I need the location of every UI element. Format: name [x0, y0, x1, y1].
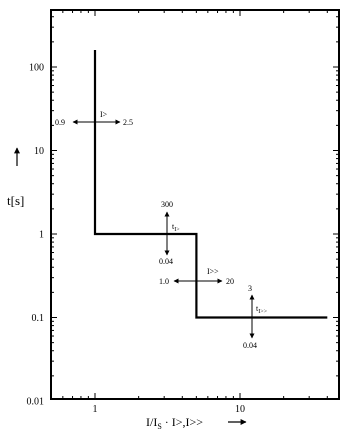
t-low-max: 300	[161, 200, 173, 209]
x-axis-ticks	[50, 10, 328, 399]
i-high-max: 20	[226, 277, 234, 286]
y-tick-label: 100	[29, 63, 44, 74]
y-tick-label: 0.1	[32, 313, 45, 324]
i-low-setting: 0.9 2.5 I>	[55, 110, 133, 127]
i-high-name: I>>	[207, 267, 219, 276]
y-tick-label: 10	[34, 146, 44, 157]
series-line	[93, 50, 328, 319]
x-axis-label: I/IS · I>,I>>	[146, 415, 203, 430]
t-high-setting: 3 0.04 tI>>	[243, 284, 268, 350]
y-axis-label: t[s]	[7, 193, 24, 208]
t-high-max: 3	[248, 284, 252, 293]
t-high-name: tI>>	[256, 304, 268, 315]
y-tick-label: 1	[39, 230, 44, 241]
i-high-setting: 1.0 20 I>>	[159, 267, 234, 286]
y-tick-label: 0.01	[27, 397, 45, 408]
i-low-max: 2.5	[123, 118, 133, 127]
i-low-name: I>	[100, 110, 108, 119]
x-tick-label: 10	[235, 404, 245, 415]
t-low-setting: 300 0.04 tI>	[159, 200, 180, 266]
plot-frame	[50, 9, 340, 400]
t-low-name: tI>	[172, 222, 180, 233]
x-tick-label: 1	[93, 404, 98, 415]
i-high-min: 1.0	[159, 277, 169, 286]
i-low-min: 0.9	[55, 118, 65, 127]
t-high-min: 0.04	[243, 341, 257, 350]
y-axis-ticks	[51, 16, 339, 377]
t-low-min: 0.04	[159, 257, 173, 266]
